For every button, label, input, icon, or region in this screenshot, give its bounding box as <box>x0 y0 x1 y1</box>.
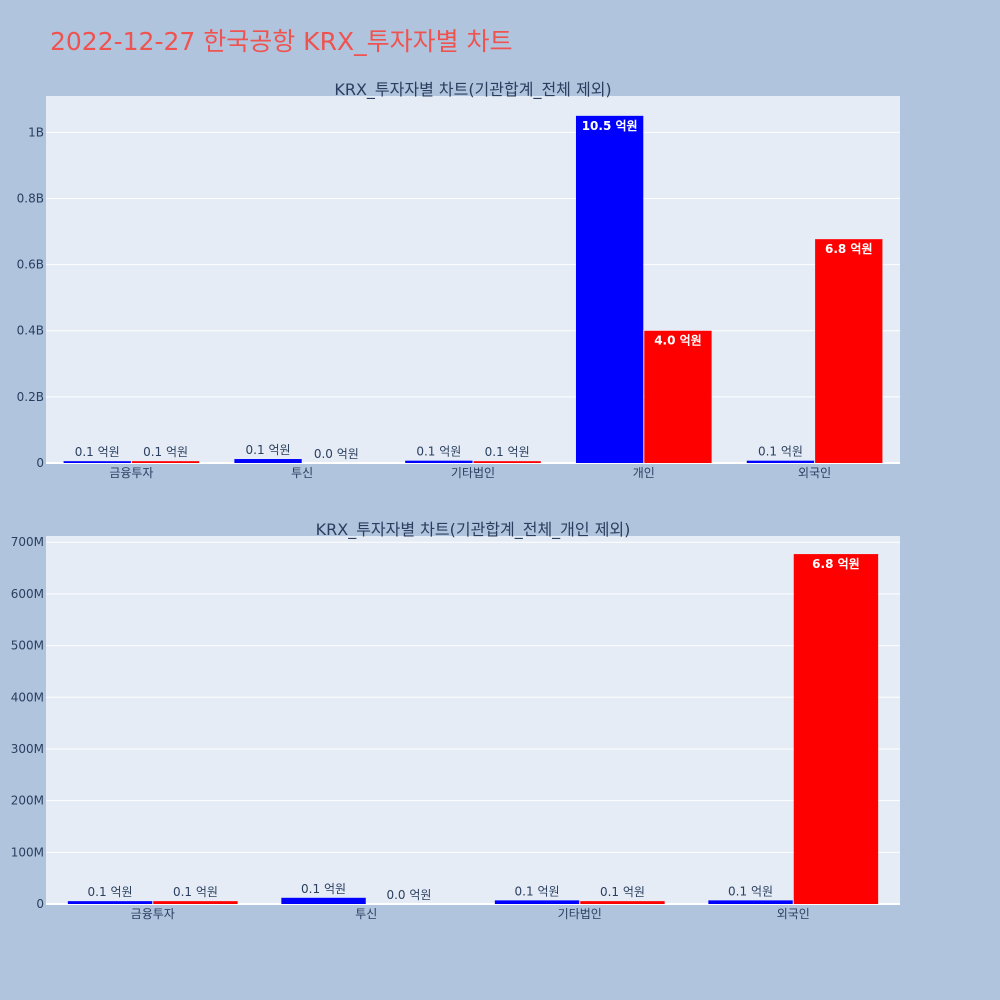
bar[interactable] <box>153 901 238 904</box>
y-tick-label: 500M <box>11 639 44 653</box>
bar-value-label: 0.1 억원 <box>600 885 645 899</box>
bar[interactable] <box>494 900 580 904</box>
chart-1: 0 0.2B 0.4B 0.6B 0.8B 1B KRX_투자자별 차트(기관합계_전체 제… <box>17 80 900 480</box>
bar-value-label: 0.1 억원 <box>416 445 461 459</box>
x-tick-label: 기타법인 <box>558 907 602 921</box>
bar-value-label: 0.1 억원 <box>143 445 188 459</box>
bar-value-label: 0.1 억원 <box>515 884 560 898</box>
bar[interactable] <box>131 461 200 463</box>
bar-value-label: 0.1 억원 <box>485 445 530 459</box>
bar[interactable] <box>281 897 366 904</box>
y-tick-label: 0.8B <box>17 191 44 205</box>
x-tick-label: 투신 <box>355 907 377 921</box>
bar-value-label: 0.0 억원 <box>314 447 359 461</box>
bar[interactable] <box>63 461 131 463</box>
x-tick-label: 투신 <box>291 466 313 480</box>
bar[interactable] <box>575 115 644 464</box>
chart-2: 0 100M 200M 300M 400M 500M 600M 700M KRX_투자자별 차트… <box>11 520 900 921</box>
y-tick-label: 0 <box>36 456 44 470</box>
bar-value-label: 0.1 억원 <box>75 445 120 459</box>
y-tick-label: 0.4B <box>17 324 44 338</box>
bar[interactable] <box>793 554 879 904</box>
x-tick-label: 기타법인 <box>451 466 495 480</box>
bar[interactable] <box>580 901 665 904</box>
bar[interactable] <box>746 460 815 463</box>
bar-value-label: 0.0 억원 <box>386 888 431 902</box>
bar[interactable] <box>708 900 793 904</box>
x-tick-label: 금융투자 <box>109 466 153 480</box>
plot-area <box>46 536 900 904</box>
bar-value-label: 4.0 억원 <box>654 334 702 348</box>
bar[interactable] <box>644 330 712 463</box>
bar[interactable] <box>405 460 473 463</box>
bar[interactable] <box>815 239 883 463</box>
x-tick-label: 외국인 <box>777 907 810 921</box>
chart-title: KRX_투자자별 차트(기관합계_전체 제외) <box>334 80 611 100</box>
y-tick-label: 700M <box>11 535 44 549</box>
bar-value-label: 0.1 억원 <box>246 443 291 457</box>
bar-value-label: 6.8 억원 <box>825 242 873 256</box>
chart-title: KRX_투자자별 차트(기관합계_전체_개인 제외) <box>316 520 631 540</box>
bar[interactable] <box>67 901 153 904</box>
y-tick-label: 0 <box>36 897 44 911</box>
x-tick-label: 외국인 <box>798 466 831 480</box>
y-tick-label: 300M <box>11 742 44 756</box>
bar-value-label: 0.1 억원 <box>173 885 218 899</box>
y-tick-label: 400M <box>11 690 44 704</box>
y-tick-label: 600M <box>11 587 44 601</box>
x-tick-label: 개인 <box>633 466 655 480</box>
bar-value-label: 0.1 억원 <box>728 884 773 898</box>
y-tick-label: 0.2B <box>17 390 44 404</box>
y-tick-label: 1B <box>28 125 44 139</box>
y-tick-label: 100M <box>11 845 44 859</box>
bar-value-label: 6.8 억원 <box>812 557 860 571</box>
bar[interactable] <box>234 459 302 463</box>
bar[interactable] <box>473 461 541 463</box>
x-tick-label: 금융투자 <box>131 907 175 921</box>
y-tick-label: 200M <box>11 794 44 808</box>
bar-value-label: 0.1 억원 <box>88 885 133 899</box>
plot-area <box>46 96 900 463</box>
bar-value-label: 0.1 억원 <box>301 882 346 896</box>
page-title: 2022-12-27 한국공항 KRX_투자자별 차트 <box>50 27 513 56</box>
bar-value-label: 0.1 억원 <box>758 445 803 459</box>
y-tick-label: 0.6B <box>17 258 44 272</box>
bar-value-label: 10.5 억원 <box>582 119 638 133</box>
